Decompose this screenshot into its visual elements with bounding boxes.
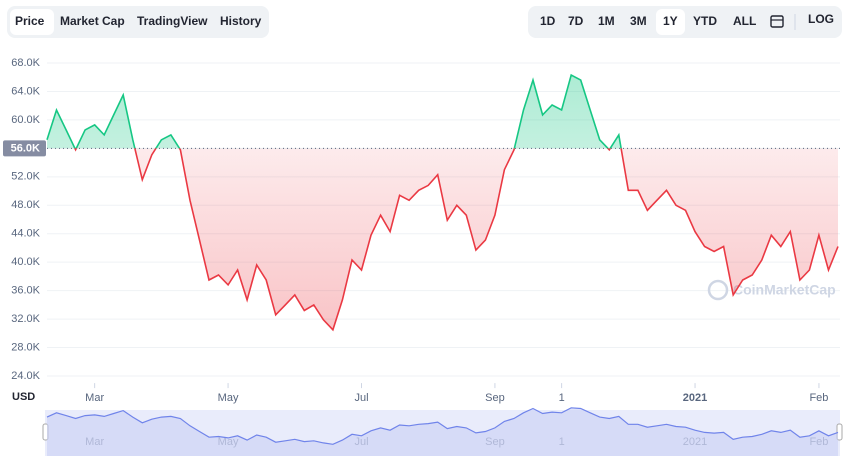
range-button[interactable]: ALL (733, 14, 756, 28)
y-tick-label: 28.0K (11, 341, 40, 353)
y-tick-label: 44.0K (11, 228, 40, 240)
area-down (47, 148, 838, 330)
range-button[interactable]: 1Y (663, 14, 678, 28)
range-button[interactable]: 1D (540, 14, 556, 28)
price-line-down (74, 148, 839, 332)
log-button[interactable]: LOG (808, 12, 834, 26)
x-tick-label: May (218, 392, 239, 404)
tab[interactable]: Market Cap (60, 14, 125, 28)
range-active[interactable] (656, 9, 685, 35)
x-tick-label: 2021 (683, 392, 707, 404)
range-button[interactable]: 3M (630, 14, 647, 28)
range-button[interactable]: 7D (568, 14, 584, 28)
tab[interactable]: TradingView (137, 14, 208, 28)
x-tick-label: 1 (559, 392, 565, 404)
y-tick-label: 52.0K (11, 171, 40, 183)
calendar-icon[interactable] (770, 15, 784, 28)
y-tick-label: 40.0K (11, 256, 40, 268)
y-tick-label: 36.0K (11, 285, 40, 297)
baseline-label: 56.0K (11, 142, 40, 154)
y-tick-label: 32.0K (11, 313, 40, 325)
x-tick-label: Feb (809, 392, 828, 404)
tab-active[interactable] (10, 9, 54, 35)
range-button[interactable]: YTD (693, 14, 717, 28)
calendar-body (770, 15, 784, 28)
y-tick-label: 64.0K (11, 85, 40, 97)
currency-label: USD (12, 391, 35, 403)
tab[interactable]: History (220, 14, 262, 28)
price-line-up (46, 73, 622, 149)
y-tick-label: 60.0K (11, 114, 40, 126)
tab[interactable]: Price (15, 14, 45, 28)
watermark-logo (707, 279, 729, 301)
range-button[interactable]: 1M (598, 14, 615, 28)
y-tick-label: 24.0K (11, 370, 40, 382)
navigator-line (46, 407, 839, 445)
tab-bar (7, 6, 269, 38)
navigator-handle[interactable] (836, 423, 843, 441)
x-tick-label: Mar (85, 392, 104, 404)
baseline-label-bg (3, 140, 46, 157)
y-tick-label: 68.0K (11, 57, 40, 69)
y-tick-label: 48.0K (11, 199, 40, 211)
x-tick-label: Jul (354, 392, 368, 404)
area-up (47, 75, 622, 149)
watermark: CoinMarketCap (733, 282, 836, 298)
navigator-area (47, 407, 838, 456)
x-tick-label: Sep (485, 392, 505, 404)
